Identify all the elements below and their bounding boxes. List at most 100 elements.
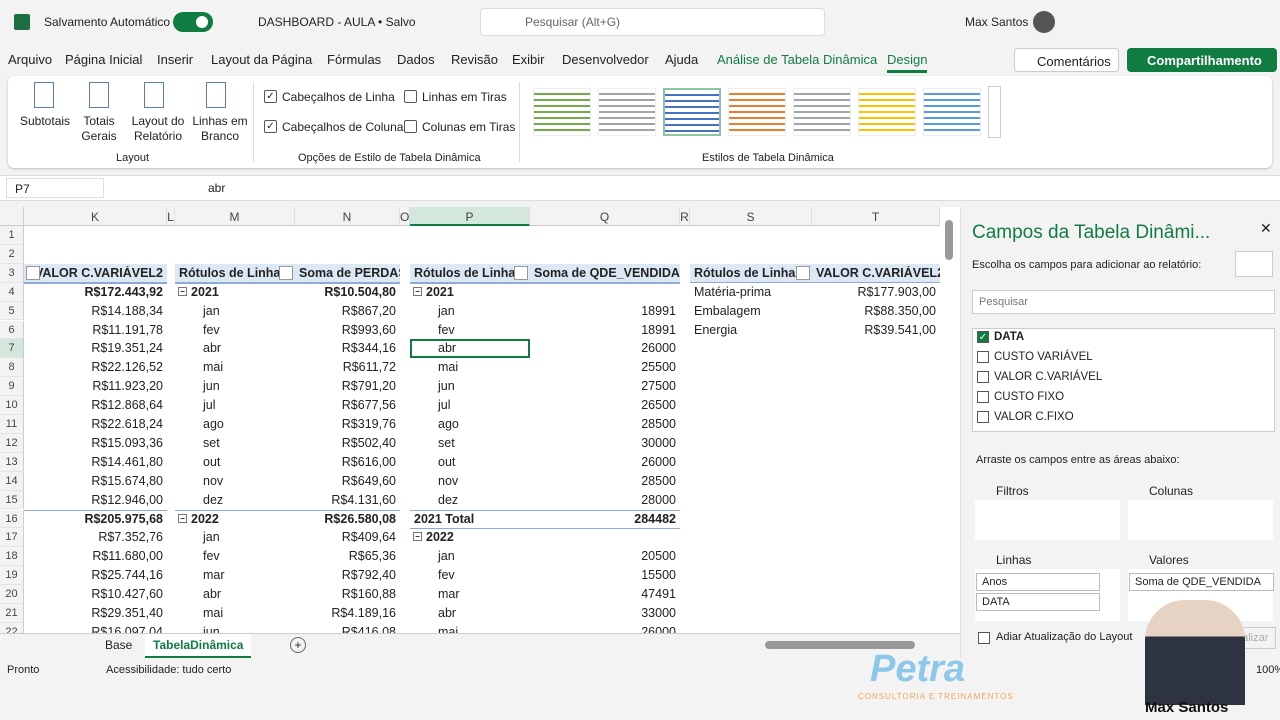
cell[interactable]: dez (438, 492, 459, 507)
cell[interactable]: R$792,40 (341, 568, 396, 583)
cell[interactable]: ago (438, 417, 459, 431)
checkbox-label[interactable]: Colunas em Tiras (422, 120, 516, 134)
cell[interactable]: R$177.903,00 (857, 284, 936, 299)
field-label[interactable]: DATA (994, 331, 1025, 343)
checkbox-label[interactable]: Linhas em Tiras (422, 90, 507, 104)
field-checkbox[interactable]: ✓ (977, 331, 989, 343)
defer-label[interactable]: Adiar Atualização do Layout (996, 631, 1133, 643)
cell[interactable]: VALOR C.VARIÁVEL2 (816, 265, 940, 280)
cell[interactable]: R$10.427,60 (91, 587, 163, 602)
settings-button[interactable] (1235, 251, 1273, 277)
row-header[interactable]: 17 (0, 528, 24, 548)
menu-tab[interactable]: Desenvolvedor (562, 52, 649, 67)
cell[interactable]: out (203, 454, 221, 469)
column-header[interactable]: T (812, 207, 940, 226)
style-thumb[interactable] (663, 88, 721, 136)
menu-tab[interactable]: Ajuda (665, 52, 699, 67)
menu-tab[interactable]: Dados (397, 52, 435, 67)
cell[interactable]: 18991 (641, 322, 676, 337)
column-header[interactable]: N (295, 207, 400, 226)
area-field[interactable]: DATA (976, 593, 1100, 611)
cell[interactable]: ago (203, 417, 224, 431)
cell[interactable]: abr (438, 341, 457, 356)
cell[interactable]: R$88.350,00 (864, 303, 936, 318)
cell[interactable]: 33000 (641, 606, 676, 620)
cell[interactable]: nov (438, 473, 459, 488)
menu-tab[interactable]: Análise de Tabela Dinâmica (717, 52, 878, 67)
cell[interactable]: Energia (694, 322, 738, 337)
menu-tab[interactable]: Layout da Página (211, 52, 313, 67)
cell[interactable]: jun (203, 624, 220, 633)
cell[interactable]: 26000 (641, 454, 676, 469)
cell[interactable]: fev (438, 322, 455, 337)
cell[interactable]: Matéria-prima (694, 284, 772, 299)
cell[interactable]: mai (203, 360, 224, 375)
cell[interactable]: R$14.188,34 (91, 303, 163, 318)
cell[interactable]: jul (438, 398, 451, 413)
cell[interactable]: Rótulos de Linha (179, 265, 281, 280)
cell[interactable]: 27500 (641, 379, 676, 394)
cell[interactable]: jun (203, 379, 220, 394)
cell[interactable]: set (438, 435, 455, 450)
cell[interactable]: set (203, 435, 220, 450)
cell[interactable]: Rótulos de Linha (414, 265, 516, 280)
cell[interactable]: Soma de QDE_VENDIDA (534, 265, 680, 280)
checkbox[interactable]: ✓ (264, 120, 277, 133)
cell[interactable]: dez (203, 492, 224, 507)
cell[interactable]: R$15.674,80 (91, 473, 163, 488)
cell[interactable]: R$502,40 (341, 435, 396, 450)
comments-button[interactable]: Comentários (1014, 48, 1119, 72)
gallery-scroll[interactable] (988, 86, 1001, 138)
column-header[interactable]: Q (530, 207, 680, 226)
column-header[interactable]: O (400, 207, 410, 226)
cell[interactable]: R$160,88 (341, 587, 396, 602)
cell[interactable]: 2021 Total (414, 511, 475, 526)
cell[interactable]: 30000 (641, 435, 676, 450)
row-header[interactable]: 13 (0, 452, 24, 472)
field-checkbox[interactable] (977, 391, 989, 403)
checkbox[interactable] (404, 120, 417, 133)
ribbon-button[interactable]: Layout do Relatório (131, 114, 185, 143)
cell[interactable]: Embalagem (694, 303, 761, 318)
hscroll[interactable] (765, 641, 915, 649)
share-button[interactable]: Compartilhamento (1127, 48, 1277, 72)
cell[interactable]: R$319,76 (341, 417, 396, 431)
cell[interactable]: R$39.541,00 (864, 322, 936, 337)
field-checkbox[interactable] (977, 411, 989, 423)
cell[interactable]: R$7.352,76 (98, 530, 163, 545)
cell[interactable]: 15500 (641, 568, 676, 583)
cell[interactable]: 18991 (641, 303, 676, 318)
cell[interactable]: fev (438, 568, 455, 583)
cell[interactable]: 26000 (641, 341, 676, 356)
cell[interactable]: R$11.680,00 (92, 549, 163, 564)
cell[interactable]: nov (203, 473, 224, 488)
field-label[interactable]: VALOR C.FIXO (994, 411, 1074, 423)
ribbon-button[interactable]: Totais Gerais (81, 114, 117, 143)
cell[interactable]: R$409,64 (341, 530, 396, 545)
style-thumb[interactable] (793, 88, 851, 136)
cell[interactable]: R$11.191,78 (92, 322, 163, 337)
row-header[interactable]: 19 (0, 566, 24, 586)
cell[interactable]: R$25.744,16 (91, 568, 163, 583)
cell[interactable]: R$993,60 (341, 322, 396, 337)
row-header[interactable]: 22 (0, 622, 24, 633)
cell[interactable]: 28500 (641, 473, 676, 488)
cell[interactable]: 2021 (191, 284, 219, 299)
row-header[interactable]: 12 (0, 433, 24, 453)
row-header[interactable]: 11 (0, 415, 24, 434)
row-header[interactable]: 5 (0, 301, 24, 321)
cell[interactable]: R$29.351,40 (91, 606, 163, 620)
cell[interactable]: R$205.975,68 (84, 511, 163, 526)
defer-checkbox[interactable] (978, 632, 990, 644)
filter-button[interactable] (514, 265, 528, 280)
cell[interactable]: mai (203, 606, 224, 620)
add-sheet[interactable]: + (290, 637, 306, 653)
cell[interactable]: R$416,08 (341, 624, 396, 633)
filter-button[interactable] (26, 265, 40, 280)
cell[interactable]: jul (203, 398, 216, 413)
cell[interactable]: 2022 (191, 511, 219, 526)
cell[interactable]: R$677,56 (341, 398, 396, 413)
column-header[interactable]: K (24, 207, 167, 226)
menu-tab[interactable]: Arquivo (8, 52, 53, 67)
collapse-icon[interactable]: − (178, 513, 187, 523)
